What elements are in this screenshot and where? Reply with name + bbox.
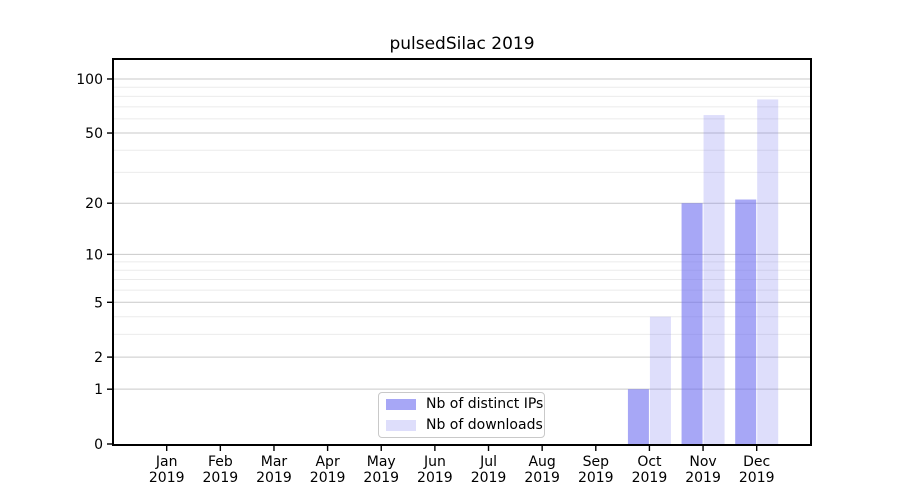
x-tick-label-month: Mar (261, 454, 288, 470)
chart-title: pulsedSilac 2019 (389, 34, 535, 54)
y-tick-label: 50 (85, 126, 103, 142)
legend-item-distinct-ips: Nb of distinct IPs (386, 397, 544, 412)
y-tick-label: 5 (94, 295, 103, 311)
legend-swatch-downloads (386, 420, 416, 431)
bar-downloads-oct (649, 316, 671, 444)
x-tick-label-year: 2019 (256, 470, 292, 486)
x-tick-label-year: 2019 (203, 470, 239, 486)
y-tick-label: 2 (94, 350, 103, 366)
x-tick-label-month: Aug (528, 454, 555, 470)
y-tick-label: 100 (76, 72, 103, 88)
x-tick-label-year: 2019 (524, 470, 560, 486)
legend-label-distinct-ips: Nb of distinct IPs (426, 396, 544, 412)
x-tick-label-month: Apr (315, 454, 339, 470)
x-tick-label-month: Jul (479, 454, 497, 470)
x-tick-label-month: Nov (689, 454, 716, 470)
bar-distinct-ips-oct (627, 389, 649, 444)
x-tick-label-year: 2019 (471, 470, 507, 486)
y-tick-label: 10 (85, 247, 103, 263)
bar-distinct-ips-dec (735, 199, 757, 444)
axes-spines (112, 58, 812, 446)
x-tick-label-year: 2019 (310, 470, 346, 486)
x-tick-label-month: Feb (208, 454, 233, 470)
x-tick-label-year: 2019 (578, 470, 614, 486)
y-tick-label: 20 (85, 196, 103, 212)
bar-distinct-ips-nov (681, 203, 703, 444)
bar-downloads-nov (703, 115, 725, 444)
x-tick-label-year: 2019 (685, 470, 721, 486)
legend-swatch-distinct-ips (386, 399, 416, 410)
x-tick-label-month: Sep (583, 454, 610, 470)
x-tick-label-year: 2019 (363, 470, 399, 486)
legend: Nb of distinct IPs Nb of downloads (378, 392, 545, 438)
y-tick-label: 0 (94, 437, 103, 453)
bar-downloads-dec (757, 99, 779, 445)
x-tick-label-month: Jun (423, 454, 446, 470)
legend-label-downloads: Nb of downloads (426, 417, 543, 433)
x-tick-label-year: 2019 (739, 470, 775, 486)
x-tick-label-year: 2019 (632, 470, 668, 486)
y-tick-label: 1 (94, 382, 103, 398)
x-tick-label-month: Jan (155, 454, 178, 470)
x-tick-label-month: May (367, 454, 396, 470)
x-tick-label-year: 2019 (149, 470, 185, 486)
x-tick-label-month: Oct (637, 454, 662, 470)
x-tick-label-month: Dec (743, 454, 770, 470)
x-tick-label-year: 2019 (417, 470, 453, 486)
legend-item-downloads: Nb of downloads (386, 418, 544, 433)
